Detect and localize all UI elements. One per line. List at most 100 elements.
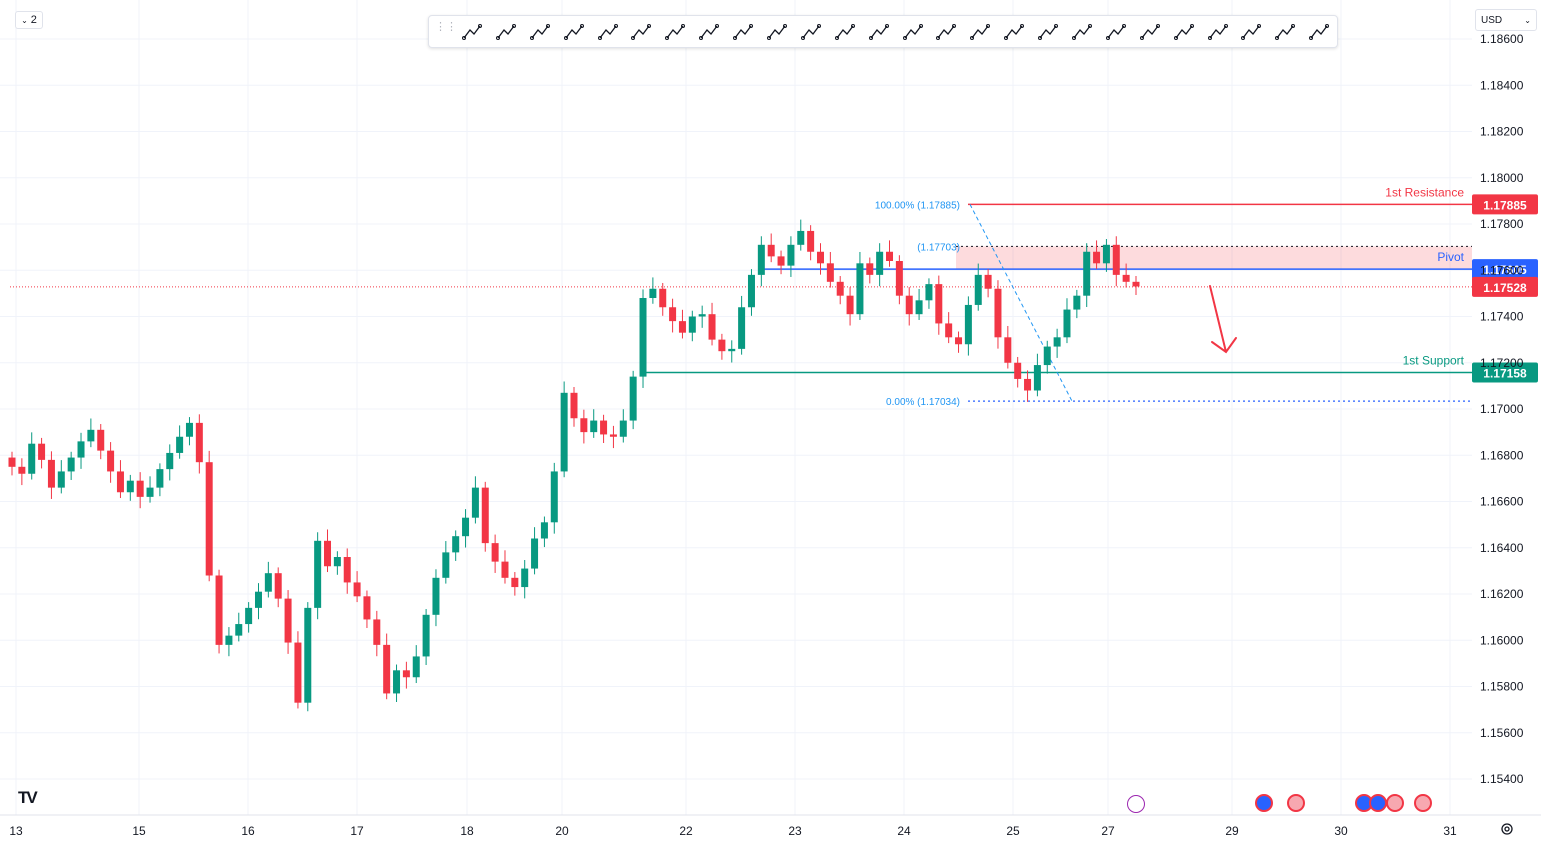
support-price-badge bbox=[1472, 362, 1538, 383]
us-economic-event-icon[interactable] bbox=[1287, 794, 1305, 812]
price-tick-label: 1.16600 bbox=[1480, 495, 1524, 509]
candle-body bbox=[38, 443, 46, 460]
eu-economic-event-icon[interactable] bbox=[1255, 794, 1273, 812]
fib-retracement-icon[interactable] bbox=[728, 18, 758, 46]
candle-body bbox=[639, 298, 647, 377]
candle-body bbox=[185, 422, 193, 437]
candle-body bbox=[412, 656, 420, 678]
us-economic-event-icon[interactable] bbox=[1386, 794, 1404, 812]
currency-selector[interactable]: USD ⌄ bbox=[1475, 9, 1537, 31]
candle-body bbox=[511, 577, 519, 588]
arrow-up-icon[interactable] bbox=[1033, 18, 1063, 46]
arrow-line-icon[interactable] bbox=[1135, 18, 1165, 46]
candle-body bbox=[462, 517, 470, 537]
candle-body bbox=[235, 624, 243, 636]
time-axis[interactable]: 13 15 16 17 18 20 22 23 24 25 27 29 30 31 bbox=[0, 814, 1541, 838]
candle-body bbox=[254, 591, 262, 608]
price-axis[interactable]: 1.15400 1.15600 1.15800 1.16000 1.16200 1.164… bbox=[1480, 32, 1524, 786]
candle-body bbox=[156, 469, 164, 488]
candle-body bbox=[47, 459, 55, 488]
circle-icon[interactable] bbox=[864, 18, 894, 46]
candle-body bbox=[935, 284, 943, 324]
layout-button[interactable]: ⌄ 2 bbox=[15, 11, 43, 29]
fib-mid-label: (1.17703) bbox=[917, 242, 960, 253]
note-icon[interactable] bbox=[1270, 18, 1300, 46]
candle-body bbox=[1102, 244, 1110, 264]
gear-icon[interactable] bbox=[1499, 821, 1515, 837]
time-tick-label: 18 bbox=[460, 824, 474, 838]
trend-angle-icon[interactable] bbox=[1236, 18, 1266, 46]
polyline-icon[interactable] bbox=[593, 18, 623, 46]
fib-extension-icon[interactable] bbox=[762, 18, 792, 46]
candle-body bbox=[846, 295, 854, 315]
candle-body bbox=[67, 457, 75, 472]
rectangle-icon[interactable] bbox=[559, 18, 589, 46]
candle-body bbox=[718, 339, 726, 352]
candle-body bbox=[600, 420, 608, 435]
path-icon[interactable] bbox=[525, 18, 555, 46]
text-icon[interactable] bbox=[965, 18, 995, 46]
horizontal-line-icon[interactable] bbox=[1203, 18, 1233, 46]
pivot-label: Pivot bbox=[1437, 250, 1464, 264]
eraser-icon[interactable] bbox=[1304, 18, 1334, 46]
arrow-down-icon[interactable] bbox=[1067, 18, 1097, 46]
candle-body bbox=[570, 392, 578, 419]
eu-economic-event-icon[interactable] bbox=[1369, 794, 1387, 812]
us-economic-event-icon[interactable] bbox=[1414, 794, 1432, 812]
price-tick-label: 1.16800 bbox=[1480, 448, 1524, 462]
candle-body bbox=[491, 543, 499, 562]
chevron-down-icon: ⌄ bbox=[21, 15, 28, 25]
candle-body bbox=[886, 251, 894, 261]
vertical-line-icon[interactable] bbox=[626, 18, 656, 46]
candle-body bbox=[540, 522, 548, 539]
price-tick-label: 1.17200 bbox=[1480, 356, 1524, 370]
currency-label: USD bbox=[1481, 14, 1503, 26]
parallel-channel-icon[interactable] bbox=[457, 18, 487, 46]
candle-body bbox=[994, 288, 1002, 338]
candle-body bbox=[57, 471, 65, 488]
candle-body bbox=[373, 619, 381, 645]
time-tick-label: 15 bbox=[132, 824, 146, 838]
horizontal-ray-icon[interactable] bbox=[898, 18, 928, 46]
candle-body bbox=[629, 376, 637, 421]
abcd-pattern-icon[interactable] bbox=[999, 18, 1029, 46]
support-label: 1st Support bbox=[1403, 353, 1465, 367]
candle-body bbox=[560, 392, 568, 472]
tradingview-logo-icon[interactable]: TV bbox=[18, 788, 38, 807]
elliott-wave-icon[interactable] bbox=[931, 18, 961, 46]
candle-body bbox=[264, 573, 272, 592]
xabcd-pattern-icon[interactable] bbox=[1101, 18, 1131, 46]
candle-body bbox=[1073, 295, 1081, 310]
current-price-badge bbox=[1472, 276, 1538, 297]
price-tick-label: 1.16200 bbox=[1480, 587, 1524, 601]
bearish-arrow-icon bbox=[1209, 285, 1237, 354]
candle-body bbox=[136, 480, 144, 497]
candle-body bbox=[826, 263, 834, 282]
long-position-icon[interactable] bbox=[1169, 18, 1199, 46]
candle-body bbox=[471, 487, 479, 518]
dividend-event-icon[interactable] bbox=[1127, 795, 1145, 813]
time-tick-label: 17 bbox=[350, 824, 364, 838]
time-tick-label: 22 bbox=[679, 824, 693, 838]
drag-handle-icon[interactable]: ⋮⋮ bbox=[435, 20, 457, 33]
price-range-icon[interactable] bbox=[796, 18, 826, 46]
candle-body bbox=[1053, 337, 1061, 347]
candle-body bbox=[116, 471, 124, 493]
candle-body bbox=[816, 251, 824, 264]
trend-line-icon[interactable] bbox=[694, 18, 724, 46]
candle-body bbox=[97, 429, 105, 451]
candle-body bbox=[333, 557, 341, 567]
regression-trend-icon[interactable] bbox=[491, 18, 521, 46]
candle-body bbox=[787, 244, 795, 266]
price-tick-label: 1.18200 bbox=[1480, 125, 1524, 139]
brush-icon[interactable] bbox=[660, 18, 690, 46]
candle-body bbox=[521, 568, 529, 588]
candle-body bbox=[87, 429, 95, 442]
candle-body bbox=[955, 337, 963, 345]
callout-icon[interactable] bbox=[830, 18, 860, 46]
fib-retracement[interactable]: 100.00% (1.17885) (1.17703) 0.00% (1.17034… bbox=[875, 200, 1472, 408]
candle-body bbox=[422, 614, 430, 657]
candle-body bbox=[1043, 346, 1051, 366]
